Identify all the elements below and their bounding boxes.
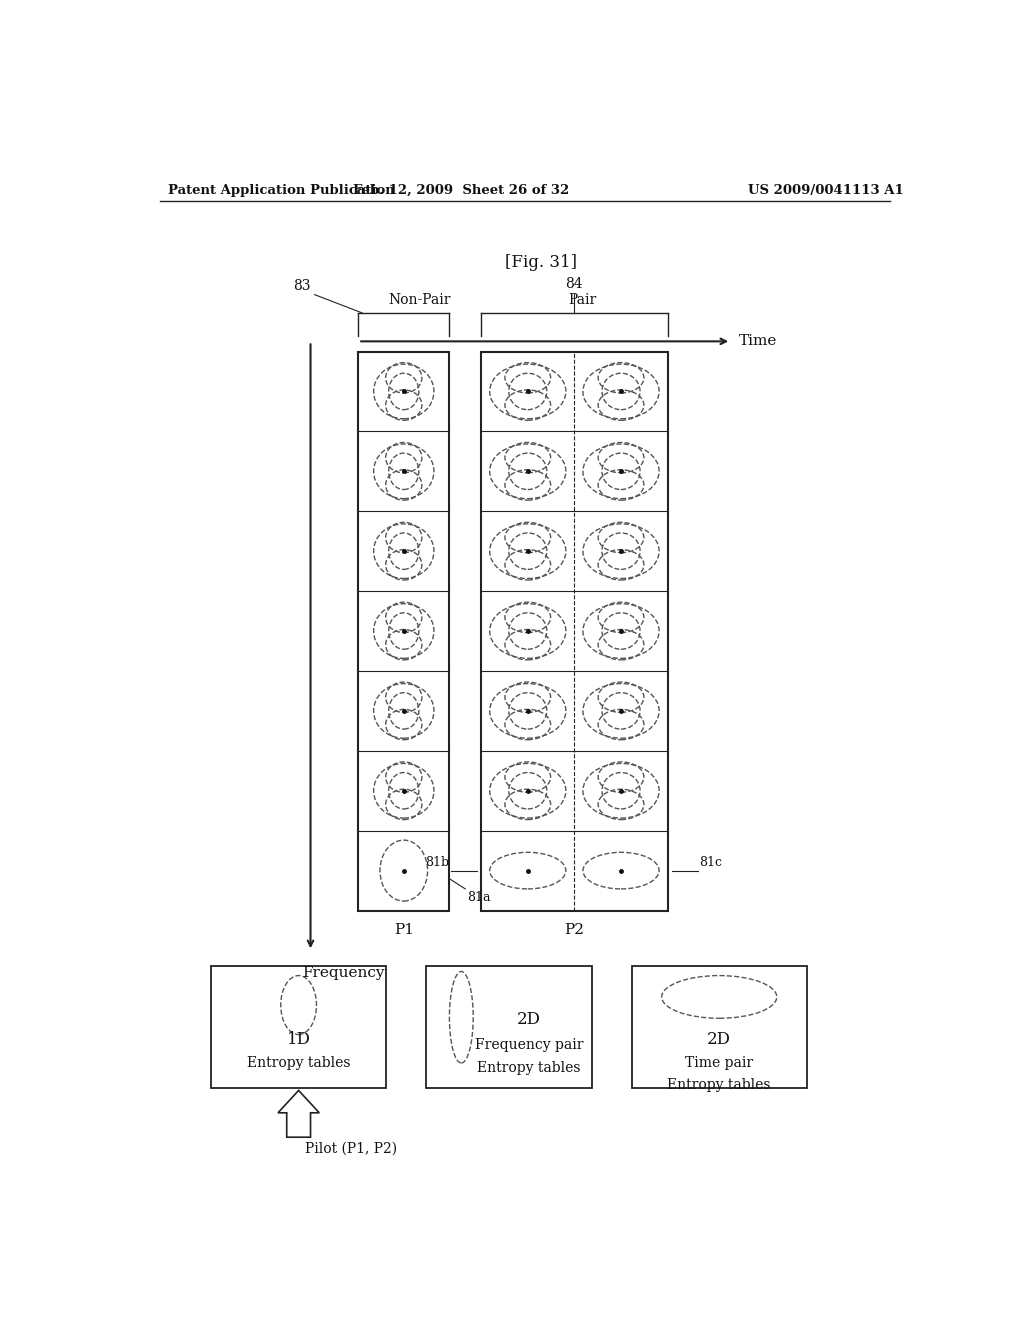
- Text: Entropy tables: Entropy tables: [477, 1061, 581, 1074]
- Text: 2D: 2D: [517, 1011, 541, 1028]
- Text: 81a: 81a: [467, 891, 490, 904]
- Text: Non-Pair: Non-Pair: [388, 293, 451, 306]
- Text: Frequency: Frequency: [303, 966, 385, 981]
- Text: Frequency pair: Frequency pair: [474, 1038, 583, 1052]
- Text: Time: Time: [739, 334, 777, 348]
- Text: 84: 84: [565, 276, 584, 290]
- Text: Entropy tables: Entropy tables: [247, 1056, 350, 1071]
- Text: 1D: 1D: [287, 1031, 310, 1048]
- Text: Pilot (P1, P2): Pilot (P1, P2): [305, 1142, 397, 1155]
- Text: Time pair: Time pair: [685, 1056, 754, 1071]
- Text: Feb. 12, 2009  Sheet 26 of 32: Feb. 12, 2009 Sheet 26 of 32: [353, 183, 569, 197]
- Text: 81c: 81c: [699, 855, 722, 869]
- Text: Entropy tables: Entropy tables: [668, 1078, 771, 1092]
- Text: Pair: Pair: [568, 293, 596, 306]
- Text: Patent Application Publication: Patent Application Publication: [168, 183, 394, 197]
- Text: [Fig. 31]: [Fig. 31]: [505, 253, 577, 271]
- FancyArrow shape: [278, 1090, 319, 1138]
- Text: 2D: 2D: [708, 1031, 731, 1048]
- Text: P2: P2: [564, 923, 585, 937]
- Text: 83: 83: [293, 279, 310, 293]
- Text: US 2009/0041113 A1: US 2009/0041113 A1: [749, 183, 904, 197]
- Text: 81b: 81b: [425, 855, 450, 869]
- Text: P1: P1: [394, 923, 414, 937]
